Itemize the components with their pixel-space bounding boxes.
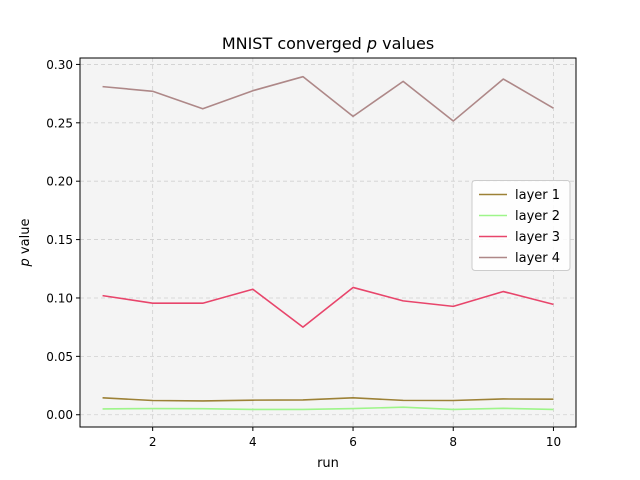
series-line-layer-4 <box>102 75 554 122</box>
x-axis-label: run <box>317 456 339 471</box>
x-tick-label: 8 <box>449 435 457 449</box>
y-tick-label: 0.05 <box>46 350 73 364</box>
plot-frame <box>79 57 577 428</box>
legend: layer 1 layer 2 layer 3 layer 4 <box>471 180 571 271</box>
series-line-layer-1 <box>102 397 554 402</box>
y-axis-ticks: 0.00 0.05 0.10 0.15 0.20 0.25 0.30 <box>46 58 80 422</box>
y-tick-label: 0.25 <box>46 116 73 130</box>
x-tick-label: 6 <box>349 435 357 449</box>
legend-label: layer 1 <box>515 188 560 203</box>
y-tick-label: 0.30 <box>46 58 73 72</box>
x-tick-label: 4 <box>249 435 257 449</box>
y-axis-label-suffix: value <box>18 219 33 259</box>
x-tick-label: 2 <box>149 435 157 449</box>
series-line-layer-2 <box>102 406 554 411</box>
legend-label: layer 2 <box>515 209 560 224</box>
x-axis-ticks: 2 4 6 8 10 <box>149 427 561 449</box>
legend-box <box>471 180 571 271</box>
x-tick-label: 10 <box>546 435 561 449</box>
y-tick-label: 0.00 <box>46 408 73 422</box>
y-tick-label: 0.20 <box>46 175 73 189</box>
y-tick-label: 0.15 <box>46 233 73 247</box>
series-line-layer-3 <box>102 286 554 328</box>
chart-title-suffix: values <box>377 34 434 53</box>
legend-label: layer 3 <box>515 230 560 245</box>
y-axis-label-italic: p <box>18 258 33 267</box>
legend-label: layer 4 <box>515 251 560 266</box>
y-tick-label: 0.10 <box>46 291 73 305</box>
chart-title-italic: p <box>366 34 377 53</box>
chart-title: MNIST converged p values <box>222 34 434 53</box>
y-axis-label: p value <box>18 219 33 268</box>
chart-title-prefix: MNIST converged <box>222 34 367 53</box>
series-lines <box>102 75 554 411</box>
